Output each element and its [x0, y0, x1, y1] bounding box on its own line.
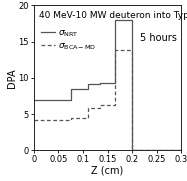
Text: 40 MeV-10 MW deuteron into Type 316: 40 MeV-10 MW deuteron into Type 316 — [39, 11, 187, 20]
X-axis label: Z (cm): Z (cm) — [91, 165, 124, 176]
Legend: $\sigma_{\mathregular{NRT}}$, $\sigma_{\mathregular{BCA-MD}}$: $\sigma_{\mathregular{NRT}}$, $\sigma_{\… — [40, 27, 97, 53]
Text: 5 hours: 5 hours — [140, 33, 176, 43]
Y-axis label: DPA: DPA — [7, 68, 17, 88]
